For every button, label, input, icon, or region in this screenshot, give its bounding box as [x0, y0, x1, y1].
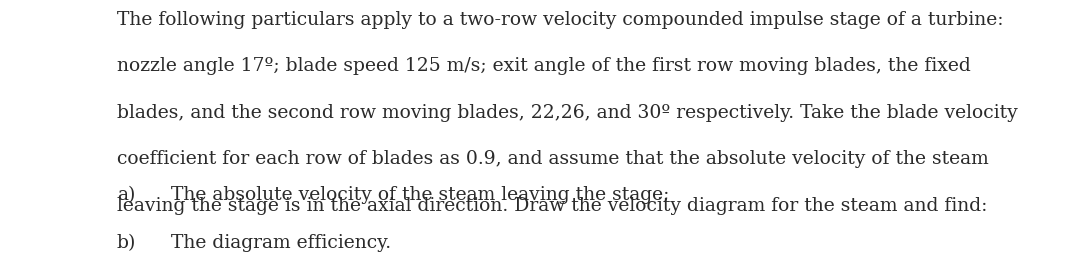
Text: nozzle angle 17º; blade speed 125 m/s; exit angle of the first row moving blades: nozzle angle 17º; blade speed 125 m/s; e…	[117, 57, 971, 75]
Text: a): a)	[117, 186, 135, 204]
Text: blades, and the second row moving blades, 22,26, and 30º respectively. Take the : blades, and the second row moving blades…	[117, 104, 1017, 122]
Text: The absolute velocity of the steam leaving the stage;: The absolute velocity of the steam leavi…	[171, 186, 669, 204]
Text: leaving the stage is in the axial direction. Draw the velocity diagram for the s: leaving the stage is in the axial direct…	[117, 197, 987, 215]
Text: b): b)	[117, 234, 136, 252]
Text: The following particulars apply to a two-row velocity compounded impulse stage o: The following particulars apply to a two…	[117, 11, 1003, 29]
Text: The diagram efficiency.: The diagram efficiency.	[171, 234, 391, 252]
Text: coefficient for each row of blades as 0.9, and assume that the absolute velocity: coefficient for each row of blades as 0.…	[117, 150, 988, 168]
